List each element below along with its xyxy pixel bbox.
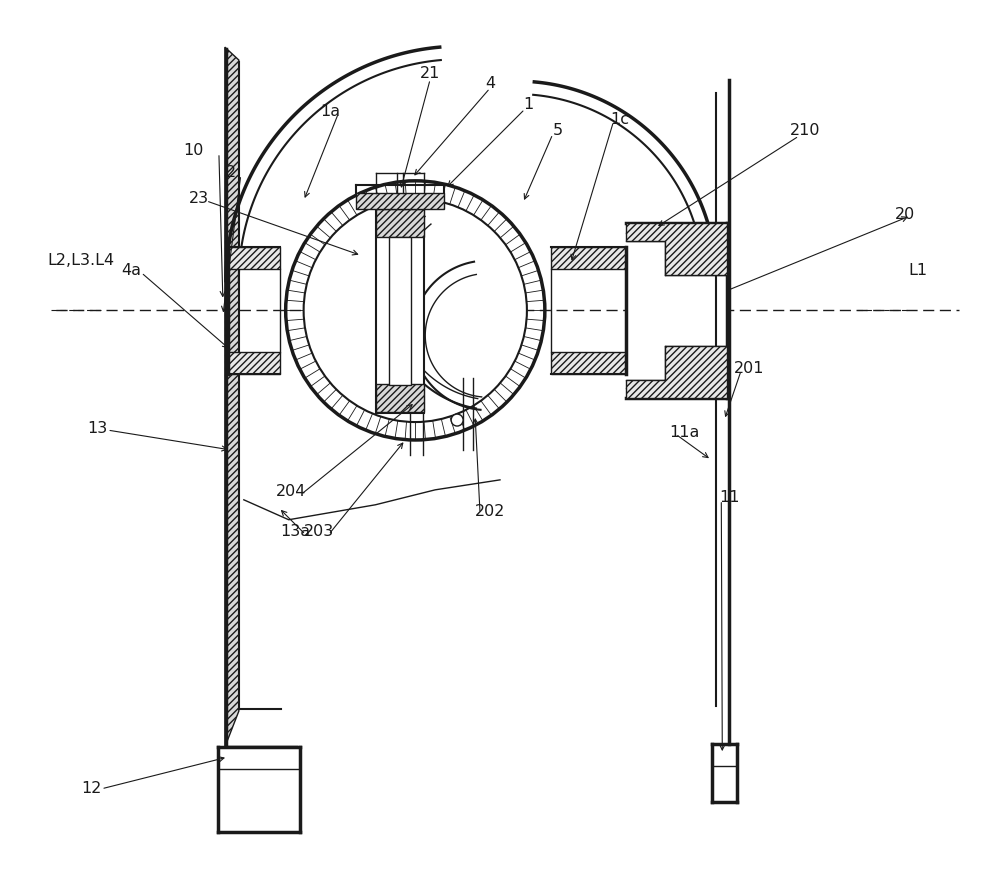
Text: 5: 5: [553, 123, 563, 138]
Polygon shape: [626, 346, 727, 398]
Circle shape: [304, 199, 527, 422]
Text: 10: 10: [183, 144, 203, 158]
Polygon shape: [551, 353, 626, 374]
Text: 11a: 11a: [669, 424, 700, 439]
Text: 12: 12: [81, 781, 101, 796]
Text: 21: 21: [420, 66, 440, 80]
Bar: [389, 236, 411, 385]
Polygon shape: [356, 192, 444, 209]
Text: 203: 203: [303, 524, 334, 539]
Text: 204: 204: [275, 485, 306, 500]
Text: 1a: 1a: [320, 103, 341, 118]
Text: 202: 202: [475, 504, 505, 519]
Text: 1c: 1c: [610, 111, 629, 127]
Polygon shape: [218, 747, 300, 832]
Text: L2,L3.L4: L2,L3.L4: [47, 253, 115, 268]
Circle shape: [451, 414, 463, 426]
Polygon shape: [376, 209, 424, 236]
Text: 201: 201: [734, 360, 764, 375]
Polygon shape: [228, 353, 280, 374]
Bar: [376, 209, 424, 413]
Text: 2: 2: [226, 165, 236, 180]
Polygon shape: [376, 384, 424, 412]
Text: 4: 4: [485, 75, 495, 91]
Text: 20: 20: [894, 207, 915, 222]
Text: 13a: 13a: [281, 524, 311, 539]
Text: L1: L1: [909, 263, 928, 278]
Polygon shape: [225, 47, 239, 747]
Text: 23: 23: [189, 192, 209, 206]
Text: 210: 210: [790, 123, 820, 138]
Text: 1: 1: [523, 96, 533, 111]
Text: 4a: 4a: [121, 263, 141, 278]
Bar: [626, 222, 727, 398]
Circle shape: [286, 181, 545, 440]
Polygon shape: [551, 247, 626, 269]
Polygon shape: [228, 247, 280, 269]
Polygon shape: [626, 222, 727, 275]
Text: 11: 11: [719, 490, 740, 505]
Text: 13: 13: [87, 421, 107, 436]
